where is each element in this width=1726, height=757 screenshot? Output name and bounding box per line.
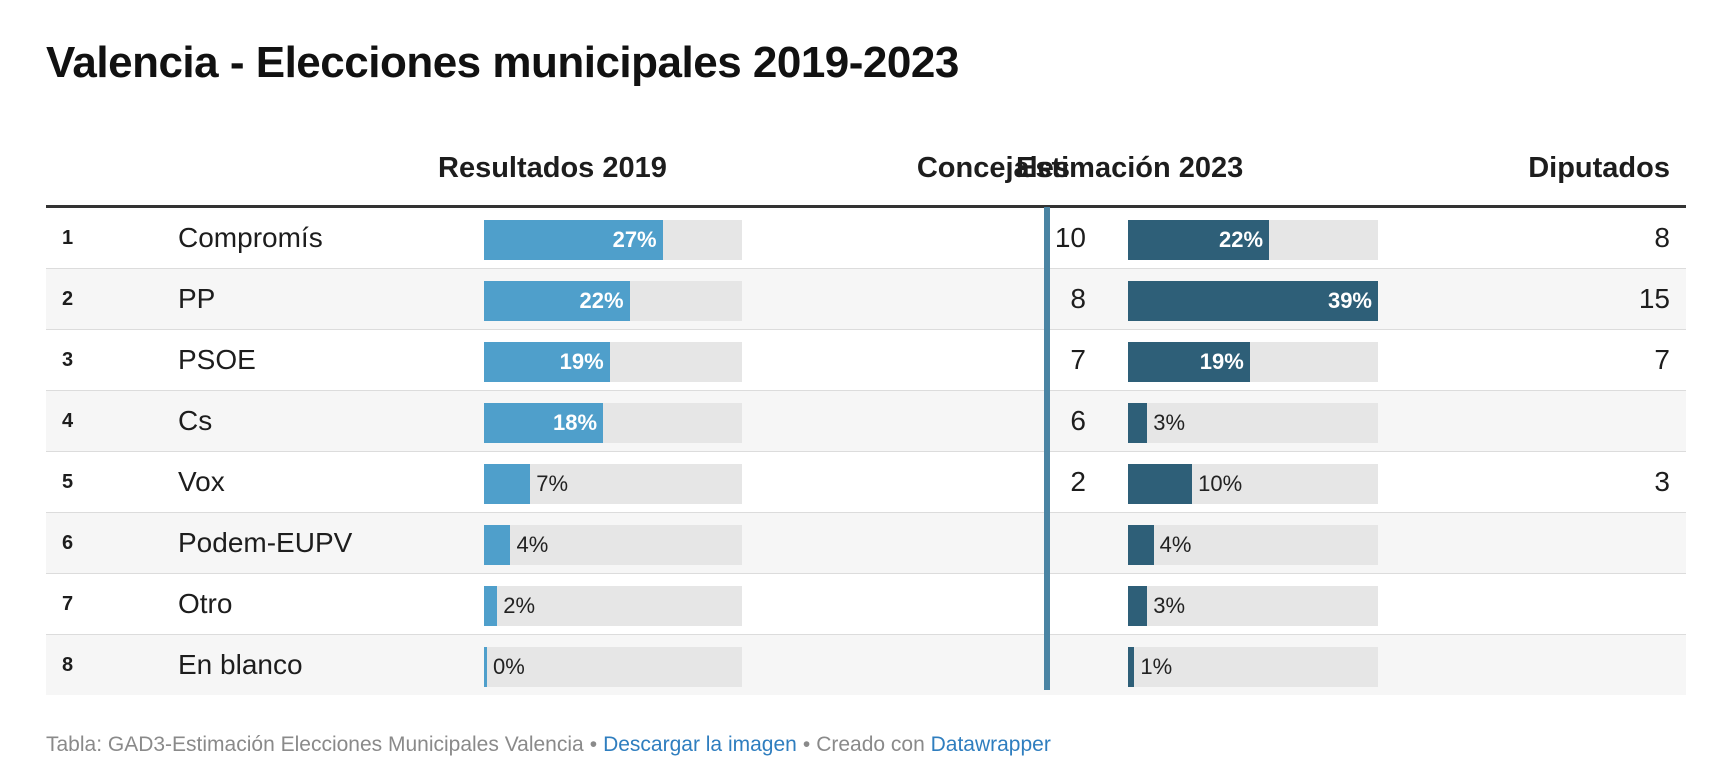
bar-2019-fill <box>484 647 487 687</box>
row-rank: 8 <box>62 654 74 676</box>
bar-2023-track: 19% <box>1128 342 1378 382</box>
table-row: 3 PSOE 19% 7 19% 7 <box>46 330 1686 391</box>
bar-2019-track: 2% <box>484 586 742 626</box>
table-row: 1 Compromís 27% 10 22% 8 <box>46 208 1686 269</box>
column-divider <box>1044 207 1050 690</box>
header-results-2019: Resultados 2019 <box>438 152 667 184</box>
chart-title: Valencia - Elecciones municipales 2019-2… <box>46 38 959 87</box>
bar-2019-fill <box>484 464 531 504</box>
footer-separator: • <box>802 733 811 756</box>
bar-2019-fill <box>484 525 511 565</box>
footer-source: Tabla: GAD3-Estimación Elecciones Munici… <box>46 733 584 756</box>
bar-2019-label: 19% <box>559 349 604 374</box>
bar-2023-track: 3% <box>1128 586 1378 626</box>
bar-2023-track: 1% <box>1128 647 1378 687</box>
datawrapper-link[interactable]: Datawrapper <box>930 733 1051 756</box>
bar-2023-fill <box>1128 464 1193 504</box>
bar-2023-label: 19% <box>1199 349 1244 374</box>
diputados-value: 3 <box>1654 466 1670 497</box>
table-header: Resultados 2019 Concejales Estimación 20… <box>46 145 1686 208</box>
diputados-value: 7 <box>1654 344 1670 375</box>
diputados-value: 8 <box>1654 222 1670 253</box>
bar-2019-track: 18% <box>484 403 742 443</box>
table-row: 6 Podem-EUPV 4% 4% <box>46 513 1686 574</box>
header-diputados: Diputados <box>1528 152 1670 184</box>
table-row: 7 Otro 2% 3% <box>46 574 1686 635</box>
bar-2019-fill <box>484 342 610 382</box>
table-body: 1 Compromís 27% 10 22% 8 2 PP 22% 8 39% 15 3 PSOE 19% 7… <box>46 208 1686 695</box>
bar-2023-label: 3% <box>1153 410 1186 435</box>
table-row: 8 En blanco 0% 1% <box>46 635 1686 695</box>
bar-2019-label: 18% <box>553 410 598 435</box>
bar-2023-fill <box>1128 586 1148 626</box>
header-concejales: Concejales <box>916 152 1070 184</box>
party-name: Cs <box>178 405 213 436</box>
table-row: 5 Vox 7% 2 10% 3 <box>46 452 1686 513</box>
row-rank: 1 <box>62 227 74 249</box>
party-name: Compromís <box>178 222 323 253</box>
party-name: En blanco <box>178 649 303 680</box>
concejales-value: 2 <box>1070 466 1086 497</box>
concejales-value: 10 <box>1054 222 1086 253</box>
bar-2019-track: 27% <box>484 220 742 260</box>
bar-2023-fill <box>1128 403 1148 443</box>
bar-2023-track: 10% <box>1128 464 1378 504</box>
download-image-link[interactable]: Descargar la imagen <box>603 733 797 756</box>
row-rank: 5 <box>62 471 74 493</box>
results-table: Resultados 2019 Concejales Estimación 20… <box>46 145 1686 695</box>
bar-2019-fill <box>484 586 498 626</box>
bar-2019-label: 0% <box>493 654 525 679</box>
bar-2023-label: 39% <box>1327 288 1372 313</box>
bar-2023-fill <box>1128 342 1250 382</box>
row-rank: 6 <box>62 532 74 554</box>
bar-2023-fill <box>1128 281 1378 321</box>
header-estimate-2023: Estimación 2023 <box>1016 152 1244 184</box>
bar-2019-track: 4% <box>484 525 742 565</box>
row-rank: 2 <box>62 288 74 310</box>
concejales-value: 8 <box>1070 283 1086 314</box>
bar-2019-label: 22% <box>579 288 624 313</box>
bar-2023-track: 3% <box>1128 403 1378 443</box>
footer-separator: • <box>589 733 598 756</box>
bar-2019-track: 0% <box>484 647 742 687</box>
bar-2019-track: 7% <box>484 464 742 504</box>
footer-created-with: Creado con <box>816 733 925 756</box>
table-row: 2 PP 22% 8 39% 15 <box>46 269 1686 330</box>
bar-2023-label: 4% <box>1159 532 1192 557</box>
party-name: Vox <box>178 466 225 497</box>
concejales-value: 7 <box>1070 344 1086 375</box>
bar-2019-label: 27% <box>612 227 657 252</box>
bar-2019-fill <box>484 281 630 321</box>
bar-2023-track: 39% <box>1128 281 1378 321</box>
bar-2019-fill <box>484 403 604 443</box>
bar-2023-track: 4% <box>1128 525 1378 565</box>
row-rank: 4 <box>62 410 74 432</box>
party-name: PSOE <box>178 344 256 375</box>
bar-2019-track: 22% <box>484 281 742 321</box>
footer: Tabla: GAD3-Estimación Elecciones Munici… <box>46 733 1051 757</box>
concejales-value: 6 <box>1070 405 1086 436</box>
bar-2023-label: 22% <box>1218 227 1264 252</box>
bar-2023-track: 22% <box>1128 220 1378 260</box>
row-rank: 3 <box>62 349 74 371</box>
bar-2019-label: 4% <box>516 532 549 557</box>
bar-2023-fill <box>1128 220 1270 260</box>
bar-2023-label: 1% <box>1140 654 1173 679</box>
bar-2019-label: 7% <box>536 471 569 496</box>
party-name: Podem-EUPV <box>178 527 353 558</box>
bar-2023-fill <box>1128 525 1154 565</box>
bar-2019-fill <box>484 220 663 260</box>
diputados-value: 15 <box>1638 283 1670 314</box>
bar-2023-fill <box>1128 647 1135 687</box>
table-row: 4 Cs 18% 6 3% <box>46 391 1686 452</box>
party-name: Otro <box>178 588 233 619</box>
party-name: PP <box>178 283 216 314</box>
bar-2019-track: 19% <box>484 342 742 382</box>
bar-2019-label: 2% <box>503 593 536 618</box>
bar-2023-label: 10% <box>1198 471 1243 496</box>
bar-2023-label: 3% <box>1153 593 1186 618</box>
row-rank: 7 <box>62 593 74 615</box>
